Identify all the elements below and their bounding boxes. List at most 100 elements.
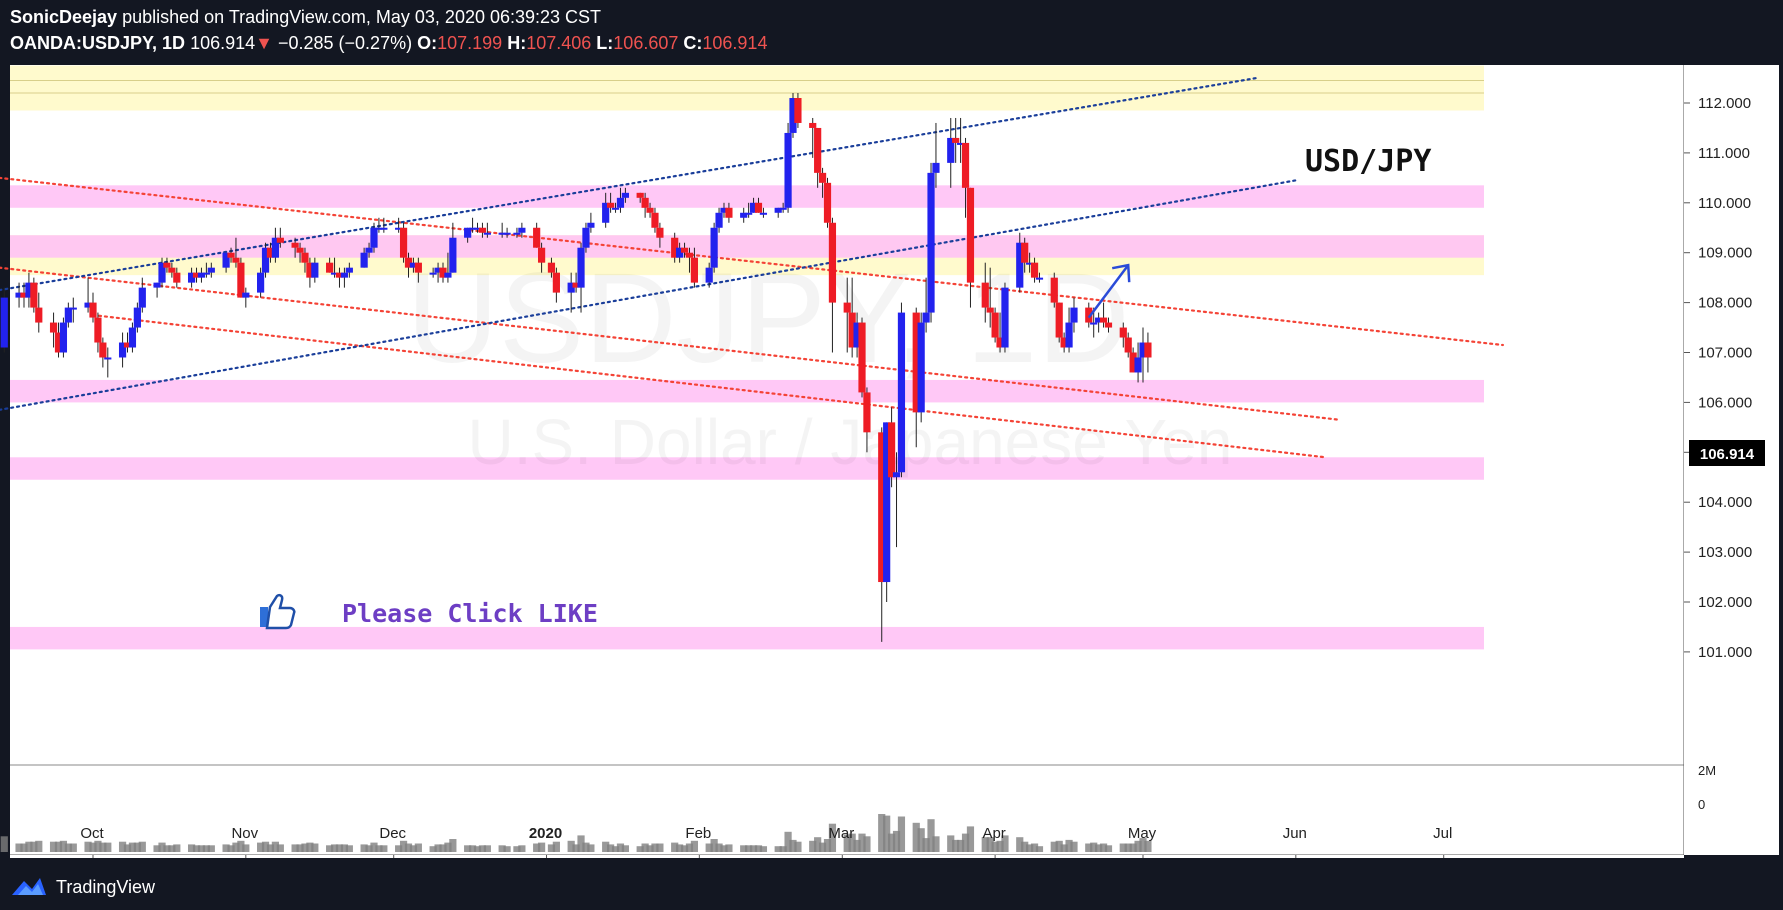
candle xyxy=(858,317,866,398)
price-axis[interactable]: 112.000 111.000 110.000 109.000 108.000 107.0… xyxy=(1684,95,1752,661)
candle xyxy=(745,202,753,218)
candle xyxy=(197,267,206,283)
volume-bar xyxy=(133,842,141,852)
candle xyxy=(296,242,304,263)
candle xyxy=(513,227,521,238)
candle-body xyxy=(828,222,837,303)
candle-body xyxy=(848,312,856,348)
volume-bar xyxy=(794,841,802,852)
candle-body xyxy=(927,172,935,313)
candle xyxy=(271,227,279,263)
volume-bar xyxy=(680,845,689,852)
candle xyxy=(138,277,146,313)
volume-bar xyxy=(922,838,930,852)
candle-body xyxy=(192,272,201,278)
red-trendline[interactable] xyxy=(0,176,1504,347)
candle-body xyxy=(59,322,68,353)
candle-body xyxy=(276,237,284,243)
candle xyxy=(957,117,965,163)
change-value: −0.285 (−0.27%) xyxy=(277,33,413,53)
candle-body xyxy=(912,312,920,413)
candle xyxy=(789,93,797,138)
blue-trendline[interactable] xyxy=(0,76,1258,292)
symbol-label[interactable]: OANDA:USDJPY, 1D xyxy=(10,33,186,53)
candle xyxy=(927,162,935,323)
candle xyxy=(1099,302,1108,328)
red-trendline[interactable] xyxy=(0,266,1342,421)
candle-body xyxy=(789,98,797,133)
volume-bar xyxy=(1099,843,1108,852)
candle xyxy=(552,267,560,303)
volume-bar xyxy=(961,833,970,852)
volume-bar xyxy=(340,844,349,852)
candle xyxy=(439,262,447,283)
candle-body xyxy=(1050,277,1058,303)
volume-bar xyxy=(957,839,965,852)
volume-bar xyxy=(128,842,137,852)
candle-body xyxy=(365,247,373,253)
candle-body xyxy=(25,282,33,298)
time-axis[interactable]: Oct Nov Dec 2020 Feb Mar Apr May Jun Jul xyxy=(80,825,1452,858)
candle-body xyxy=(1055,302,1063,338)
author-name[interactable]: SonicDeejay xyxy=(10,7,118,27)
candle xyxy=(123,332,132,353)
candle-body xyxy=(64,307,72,323)
volume-bar xyxy=(720,845,728,852)
time-tick-label: Oct xyxy=(80,825,104,842)
candle xyxy=(636,192,644,203)
candle-body xyxy=(202,272,210,275)
candle-body xyxy=(330,272,339,275)
candle-body xyxy=(409,262,418,268)
volume-bar xyxy=(779,846,787,852)
blue-trendline[interactable] xyxy=(0,179,1297,411)
volume-bar xyxy=(187,844,196,852)
volume-bar xyxy=(547,844,556,852)
candle xyxy=(158,257,166,288)
volume-bar xyxy=(291,844,299,852)
volume-bar xyxy=(981,837,989,852)
candle-body xyxy=(843,302,851,313)
volume-bar xyxy=(232,842,240,852)
candle xyxy=(242,287,250,308)
candle-body xyxy=(15,292,23,298)
tradingview-brand[interactable]: TradingView xyxy=(10,872,155,902)
volume-bar xyxy=(64,843,72,852)
candle xyxy=(952,117,960,163)
thumbs-up-icon[interactable] xyxy=(260,593,296,630)
volume-bar xyxy=(1085,843,1093,852)
candle-body xyxy=(582,227,590,248)
red-trendline[interactable] xyxy=(91,313,1327,459)
price-chart[interactable]: USDJPY, 1D U.S. Dollar / Japanese Yen US… xyxy=(0,62,1783,858)
candle-body xyxy=(1060,337,1068,348)
candle-body xyxy=(774,207,782,213)
candle xyxy=(414,257,422,283)
candle xyxy=(0,287,8,353)
candle-body xyxy=(464,227,472,238)
candle-body xyxy=(395,227,403,230)
close-label: C: xyxy=(683,33,703,53)
volume-bar xyxy=(621,845,629,852)
candle xyxy=(291,237,299,258)
candle xyxy=(1095,312,1103,333)
candle-body xyxy=(961,142,970,188)
pink-zone xyxy=(10,457,1484,480)
volume-bar xyxy=(818,842,827,852)
candle-body xyxy=(503,232,511,235)
volume-bar xyxy=(754,845,763,852)
candle xyxy=(883,422,891,602)
candle-body xyxy=(1021,242,1029,263)
candle xyxy=(276,227,284,248)
volume-tick-label: 0 xyxy=(1698,797,1705,812)
candle-body xyxy=(513,232,521,235)
volume-bar xyxy=(1144,840,1152,852)
price-tick-label: 108.000 xyxy=(1698,295,1752,312)
candle-body xyxy=(375,227,383,230)
candle xyxy=(232,237,240,268)
volume-bar xyxy=(94,840,102,852)
candle-body xyxy=(567,282,575,293)
arrow-icon[interactable] xyxy=(1087,264,1130,319)
candle-body xyxy=(518,227,526,233)
volume-bar xyxy=(636,846,644,852)
candle-body xyxy=(641,197,649,208)
volume-bar xyxy=(1119,843,1127,852)
